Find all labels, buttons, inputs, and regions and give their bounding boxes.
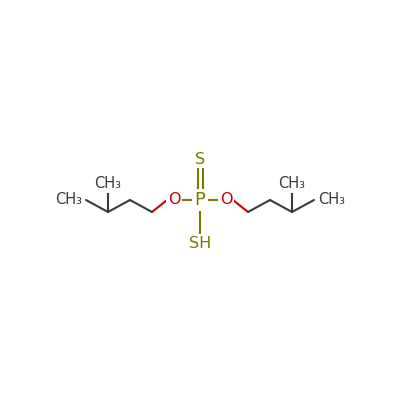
Text: S: S <box>195 152 205 166</box>
Text: O: O <box>220 192 232 208</box>
Text: CH₃: CH₃ <box>94 176 122 191</box>
Text: P: P <box>194 191 206 209</box>
Text: CH₃: CH₃ <box>278 176 306 191</box>
Text: CH₃: CH₃ <box>55 192 82 208</box>
Text: SH: SH <box>189 236 211 250</box>
Text: CH₃: CH₃ <box>318 192 345 208</box>
Text: O: O <box>168 192 180 208</box>
